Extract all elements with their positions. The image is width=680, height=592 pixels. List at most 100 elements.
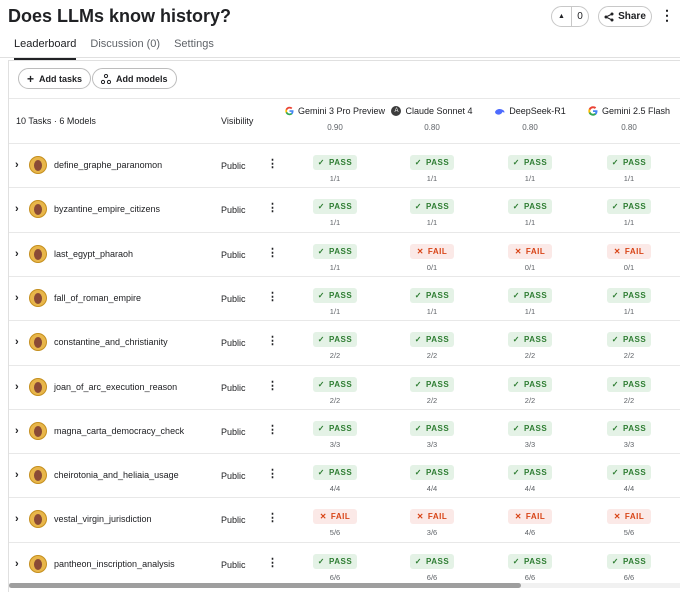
result-status: FAIL (330, 512, 351, 522)
result-cell[interactable]: ✓ PASS 2/2 (402, 329, 462, 360)
result-cell[interactable]: ✕ FAIL 5/6 (305, 506, 365, 537)
row-menu-icon[interactable]: ⋮ (267, 556, 278, 569)
expand-chevron-icon[interactable]: › (15, 203, 19, 216)
model-header-claude-sonnet-4[interactable]: A Claude Sonnet 4 0.80 (382, 106, 482, 132)
row-menu-icon[interactable]: ⋮ (267, 468, 278, 481)
table-row[interactable]: › byzantine_empire_citizens Public ⋮ ✓ PASS 1/… (9, 187, 680, 231)
expand-chevron-icon[interactable]: › (15, 513, 19, 526)
result-cell[interactable]: ✓ PASS 2/2 (599, 374, 659, 405)
task-name[interactable]: constantine_and_christianity (54, 337, 168, 348)
result-cell[interactable]: ✕ FAIL 0/1 (500, 241, 560, 272)
result-cell[interactable]: ✕ FAIL 0/1 (599, 241, 659, 272)
horizontal-scrollbar[interactable] (9, 583, 521, 588)
table-row[interactable]: › cheirotonia_and_heliaia_usage Public ⋮ ✓ PA… (9, 453, 680, 497)
row-menu-icon[interactable]: ⋮ (267, 379, 278, 392)
result-cell[interactable]: ✓ PASS 6/6 (599, 551, 659, 582)
table-row[interactable]: › joan_of_arc_execution_reason Public ⋮ ✓ PAS… (9, 364, 680, 409)
result-cell[interactable]: ✓ PASS 1/1 (305, 152, 365, 183)
table-row[interactable]: › pantheon_inscription_analysis Public ⋮ ✓ PA… (9, 541, 680, 586)
result-cell[interactable]: ✓ PASS 2/2 (599, 329, 659, 360)
result-cell[interactable]: ✓ PASS 4/4 (500, 462, 560, 493)
result-cell[interactable]: ✓ PASS 1/1 (500, 285, 560, 316)
result-cell[interactable]: ✕ FAIL 4/6 (500, 506, 560, 537)
result-cell[interactable]: ✓ PASS 2/2 (305, 374, 365, 405)
result-cell[interactable]: ✓ PASS 2/2 (305, 329, 365, 360)
result-cell[interactable]: ✓ PASS 1/1 (305, 285, 365, 316)
task-name[interactable]: pantheon_inscription_analysis (54, 558, 175, 569)
table-row[interactable]: › magna_carta_democracy_check Public ⋮ ✓ PASS… (9, 408, 680, 453)
check-icon: ✓ (317, 290, 325, 300)
result-cell[interactable]: ✓ PASS 2/2 (500, 374, 560, 405)
expand-chevron-icon[interactable]: › (15, 380, 19, 393)
result-cell[interactable]: ✓ PASS 6/6 (305, 551, 365, 582)
result-cell[interactable]: ✓ PASS 2/2 (402, 374, 462, 405)
row-menu-icon[interactable]: ⋮ (267, 246, 278, 259)
add-models-button[interactable]: Add models (92, 68, 177, 89)
result-cell[interactable]: ✓ PASS 1/1 (305, 241, 365, 272)
expand-chevron-icon[interactable]: › (15, 336, 19, 349)
visibility-value: Public (221, 515, 246, 526)
result-cell[interactable]: ✓ PASS 1/1 (500, 152, 560, 183)
row-menu-icon[interactable]: ⋮ (267, 512, 278, 525)
result-cell[interactable]: ✓ PASS 4/4 (305, 462, 365, 493)
more-options-icon[interactable]: ⋮ (660, 7, 674, 23)
expand-chevron-icon[interactable]: › (15, 557, 19, 570)
result-cell[interactable]: ✓ PASS 1/1 (402, 285, 462, 316)
task-name[interactable]: cheirotonia_and_heliaia_usage (54, 470, 179, 481)
task-name[interactable]: define_graphe_paranomon (54, 160, 163, 170)
result-cell[interactable]: ✕ FAIL 0/1 (402, 241, 462, 272)
row-menu-icon[interactable]: ⋮ (267, 202, 278, 215)
result-cell[interactable]: ✓ PASS 1/1 (500, 196, 560, 227)
task-name[interactable]: last_egypt_pharaoh (54, 248, 134, 259)
result-cell[interactable]: ✓ PASS 3/3 (402, 418, 462, 449)
expand-chevron-icon[interactable]: › (15, 159, 19, 171)
result-cell[interactable]: ✕ FAIL 3/6 (402, 506, 462, 537)
task-name[interactable]: byzantine_empire_citizens (54, 204, 161, 215)
expand-chevron-icon[interactable]: › (15, 247, 19, 260)
table-row[interactable]: › last_egypt_pharaoh Public ⋮ ✓ PASS 1/1 ✕ FAIL 0… (9, 231, 680, 276)
expand-chevron-icon[interactable]: › (15, 469, 19, 482)
result-cell[interactable]: ✓ PASS 6/6 (500, 551, 560, 582)
result-cell[interactable]: ✓ PASS 1/1 (402, 196, 462, 227)
task-name[interactable]: fall_of_roman_empire (54, 292, 142, 303)
table-row[interactable]: › fall_of_roman_empire Public ⋮ ✓ PASS 1/1 ✓ PAS… (9, 275, 680, 320)
result-cell[interactable]: ✓ PASS 3/3 (305, 418, 365, 449)
check-icon: ✓ (414, 423, 422, 433)
tab-leaderboard[interactable]: Leaderboard (14, 38, 77, 60)
result-cell[interactable]: ✓ PASS 1/1 (599, 196, 659, 227)
table-row[interactable]: › vestal_virgin_jurisdiction Public ⋮ ✕ FAIL 5… (9, 497, 680, 541)
model-header-deepseek-r1[interactable]: DeepSeek-R1 0.80 (480, 106, 580, 132)
row-menu-icon[interactable]: ⋮ (267, 335, 278, 348)
result-cell[interactable]: ✓ PASS 1/1 (402, 152, 462, 183)
model-header-gemini-2-5-flash[interactable]: Gemini 2.5 Flash 0.80 (579, 106, 679, 132)
result-cell[interactable]: ✓ PASS 4/4 (599, 462, 659, 493)
vote-control: ▲ 0 (551, 6, 589, 27)
row-menu-icon[interactable]: ⋮ (267, 158, 278, 170)
result-cell[interactable]: ✓ PASS 1/1 (305, 196, 365, 227)
table-row[interactable]: › constantine_and_christianity Public ⋮ ✓ PAS… (9, 320, 680, 364)
table-row[interactable]: › define_graphe_paranomon Public ⋮ ✓ PASS 1/1 ✓… (9, 143, 680, 187)
expand-chevron-icon[interactable]: › (15, 424, 19, 437)
result-cell[interactable]: ✓ PASS 3/3 (500, 418, 560, 449)
row-menu-icon[interactable]: ⋮ (267, 290, 278, 303)
tab-discussion[interactable]: Discussion (0) (90, 38, 161, 50)
result-cell[interactable]: ✕ FAIL 5/6 (599, 506, 659, 537)
result-cell[interactable]: ✓ PASS 3/3 (599, 418, 659, 449)
result-cell[interactable]: ✓ PASS 2/2 (500, 329, 560, 360)
task-name[interactable]: magna_carta_democracy_check (54, 425, 185, 436)
result-cell[interactable]: ✓ PASS 6/6 (402, 551, 462, 582)
result-cell[interactable]: ✓ PASS 1/1 (599, 285, 659, 316)
upvote-icon[interactable]: ▲ (552, 7, 572, 26)
share-button[interactable]: Share (598, 6, 652, 27)
expand-chevron-icon[interactable]: › (15, 291, 19, 304)
model-header-gemini-3-pro[interactable]: Gemini 3 Pro Preview 0.90 (285, 106, 385, 132)
result-cell[interactable]: ✓ PASS 1/1 (599, 152, 659, 183)
task-name[interactable]: vestal_virgin_jurisdiction (54, 514, 152, 525)
check-icon: ✓ (414, 468, 422, 478)
result-cell[interactable]: ✓ PASS 4/4 (402, 462, 462, 493)
add-tasks-button[interactable]: + Add tasks (18, 68, 92, 89)
visibility-value: Public (221, 338, 246, 349)
row-menu-icon[interactable]: ⋮ (267, 423, 278, 436)
task-name[interactable]: joan_of_arc_execution_reason (54, 381, 178, 392)
tab-settings[interactable]: Settings (174, 38, 214, 50)
